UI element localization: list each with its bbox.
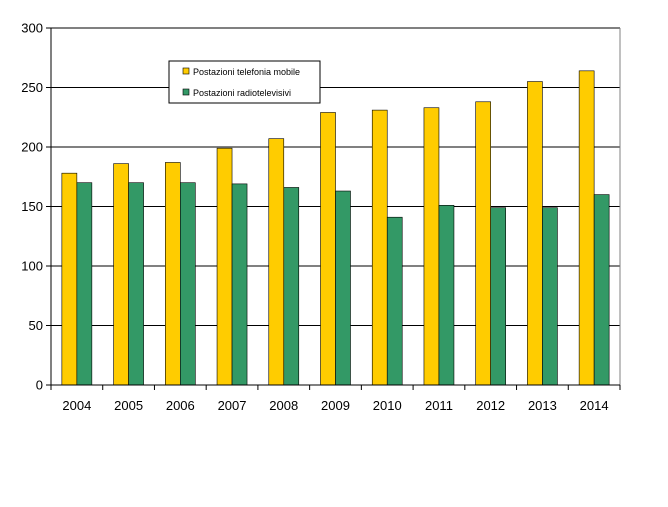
legend-swatch-telefonia-mobile xyxy=(182,67,190,75)
y-tick-label: 300 xyxy=(21,21,43,36)
y-tick-label: 100 xyxy=(21,259,43,274)
bar-telefonia-mobile-2005 xyxy=(113,163,129,386)
x-tick-label: 2014 xyxy=(580,398,609,413)
x-tick-label: 2008 xyxy=(269,398,298,413)
bar-radiotelevisivi-2013 xyxy=(542,207,558,386)
x-tick-label: 2012 xyxy=(476,398,505,413)
bar-telefonia-mobile-2013 xyxy=(527,81,543,386)
y-tick-label: 250 xyxy=(21,80,43,95)
bar-radiotelevisivi-2010 xyxy=(386,216,403,386)
bar-radiotelevisivi-2012 xyxy=(490,207,506,386)
y-tick-label: 50 xyxy=(29,318,43,333)
y-tick-label: 200 xyxy=(21,140,43,155)
legend: Postazioni telefonia mobile Postazioni r… xyxy=(168,60,321,104)
bar-radiotelevisivi-2014 xyxy=(593,194,610,386)
x-tick-labels: 2004 2005 2006 2007 2008 2009 2010 2011 2012 2013… xyxy=(62,398,608,413)
legend-label-telefonia-mobile: Postazioni telefonia mobile xyxy=(193,67,300,77)
bar-telefonia-mobile-2007 xyxy=(216,147,233,386)
bar-telefonia-mobile-2008 xyxy=(268,138,285,386)
bar-radiotelevisivi-2009 xyxy=(335,190,351,386)
bar-telefonia-mobile-2004 xyxy=(61,172,78,386)
bar-telefonia-mobile-2010 xyxy=(371,109,388,386)
x-tick-label: 2006 xyxy=(166,398,195,413)
bars xyxy=(61,70,610,386)
axes xyxy=(46,27,621,390)
bar-radiotelevisivi-2006 xyxy=(180,182,196,386)
bar-radiotelevisivi-2011 xyxy=(438,205,455,386)
x-tick-label: 2013 xyxy=(528,398,557,413)
x-tick-label: 2011 xyxy=(425,398,453,413)
y-tick-label: 0 xyxy=(36,378,43,393)
bar-telefonia-mobile-2012 xyxy=(475,101,491,386)
x-tick-label: 2005 xyxy=(114,398,143,413)
x-tick-label: 2007 xyxy=(218,398,247,413)
bar-telefonia-mobile-2009 xyxy=(320,112,336,386)
bar-radiotelevisivi-2005 xyxy=(128,182,144,386)
bar-telefonia-mobile-2011 xyxy=(423,107,440,386)
bar-telefonia-mobile-2014 xyxy=(578,70,595,386)
bar-telefonia-mobile-2006 xyxy=(165,162,181,386)
y-tick-label: 150 xyxy=(21,199,43,214)
legend-label-radiotelevisivi: Postazioni radiotelevisivi xyxy=(193,88,291,98)
legend-swatch-radiotelevisivi xyxy=(182,88,190,96)
bar-radiotelevisivi-2004 xyxy=(76,182,93,386)
x-tick-label: 2010 xyxy=(373,398,402,413)
bar-radiotelevisivi-2008 xyxy=(283,187,300,386)
bar-radiotelevisivi-2007 xyxy=(231,183,248,386)
x-tick-label: 2004 xyxy=(62,398,91,413)
x-tick-label: 2009 xyxy=(321,398,350,413)
y-tick-labels: 0 50 100 150 200 250 300 xyxy=(21,21,43,393)
legend-box xyxy=(168,60,321,104)
